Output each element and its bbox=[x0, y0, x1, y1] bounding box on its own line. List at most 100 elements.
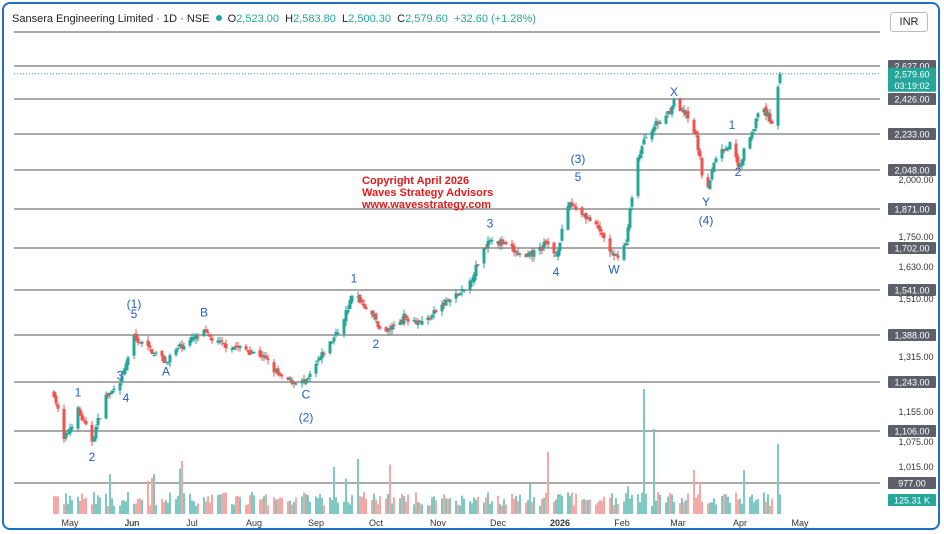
symbol-header: Sansera Engineering Limited · 1D · NSE O… bbox=[12, 13, 536, 25]
candle-body bbox=[720, 148, 724, 159]
volume-bar bbox=[499, 504, 501, 514]
volume-bar bbox=[597, 502, 599, 514]
candle-body bbox=[122, 369, 126, 375]
volume-bar bbox=[195, 505, 197, 514]
candle-body bbox=[630, 197, 634, 207]
volume-bar bbox=[679, 503, 681, 514]
volume-bar bbox=[475, 499, 477, 514]
volume-bar bbox=[533, 497, 535, 514]
volume-bar bbox=[417, 502, 419, 514]
candle-body bbox=[404, 315, 408, 318]
candle-body bbox=[628, 208, 632, 228]
volume-bar bbox=[97, 495, 99, 514]
level-tag-label: 2,426.00 bbox=[894, 95, 929, 105]
volume-bar bbox=[681, 498, 683, 514]
candle-body bbox=[290, 379, 294, 384]
volume-bar bbox=[141, 499, 143, 514]
candle-body bbox=[272, 362, 276, 373]
volume-bar bbox=[319, 493, 321, 514]
wave-label: W bbox=[608, 262, 620, 276]
candle-body bbox=[132, 334, 136, 356]
volume-bar bbox=[293, 502, 295, 514]
level-tag bbox=[888, 242, 936, 254]
candle-body bbox=[76, 407, 80, 429]
volume-bar bbox=[175, 499, 177, 514]
candle-body bbox=[126, 357, 130, 366]
candle-body bbox=[668, 111, 672, 113]
volume-bar bbox=[235, 496, 237, 514]
volume-bar bbox=[631, 494, 633, 514]
volume-bar bbox=[343, 501, 345, 514]
symbol-title: Sansera Engineering Limited · 1D · NSE bbox=[12, 13, 210, 25]
volume-bar bbox=[253, 495, 255, 514]
volume-bar bbox=[315, 496, 317, 514]
volume-bar bbox=[371, 499, 373, 514]
volume-bar bbox=[601, 500, 603, 514]
candle-body bbox=[458, 293, 462, 296]
volume-bar bbox=[203, 497, 205, 514]
volume-bar bbox=[575, 493, 577, 514]
candle-body bbox=[512, 245, 516, 253]
candle-body bbox=[602, 232, 606, 239]
volume-bar bbox=[67, 503, 69, 514]
volume-bar bbox=[211, 494, 213, 514]
wave-label: (3) bbox=[571, 152, 586, 166]
candle-body bbox=[80, 414, 84, 421]
wave-label: 4 bbox=[123, 391, 130, 405]
wave-label: (4) bbox=[699, 213, 714, 227]
volume-bar bbox=[753, 502, 755, 514]
volume-bar bbox=[95, 504, 97, 514]
candle-body bbox=[496, 241, 500, 244]
candle-body bbox=[708, 180, 712, 189]
volume-bar bbox=[461, 495, 463, 514]
x-tick-label: Dec bbox=[490, 518, 507, 528]
volume-bar bbox=[155, 505, 157, 514]
candle-body bbox=[330, 341, 334, 343]
candle-body bbox=[54, 395, 58, 404]
candle-body bbox=[472, 274, 476, 283]
volume-bar bbox=[485, 497, 487, 514]
candle-body bbox=[582, 214, 586, 216]
candle-body bbox=[498, 240, 502, 246]
candle-body bbox=[432, 309, 436, 315]
volume-bar bbox=[779, 494, 781, 514]
level-tag bbox=[888, 376, 936, 388]
candle-body bbox=[192, 337, 196, 339]
candle-body bbox=[442, 302, 446, 306]
volume-bar bbox=[545, 492, 547, 514]
candle-body bbox=[428, 318, 432, 320]
volume-tag bbox=[888, 494, 936, 506]
candle-body bbox=[642, 139, 646, 145]
candle-body bbox=[538, 246, 542, 251]
candle-body bbox=[362, 303, 366, 307]
candle-body bbox=[710, 170, 714, 180]
candle-body bbox=[766, 112, 770, 117]
candle-body bbox=[62, 408, 66, 439]
candle-body bbox=[462, 290, 466, 292]
volume-bar bbox=[497, 495, 499, 514]
open-label: O bbox=[227, 13, 237, 25]
volume-bar bbox=[137, 498, 139, 514]
wave-label: B bbox=[200, 306, 208, 320]
volume-bar bbox=[653, 429, 655, 514]
volume-bar bbox=[765, 501, 767, 514]
candle-body bbox=[400, 319, 404, 323]
volume-bar bbox=[539, 505, 541, 514]
currency-button[interactable]: INR bbox=[890, 12, 928, 32]
candle-body bbox=[302, 379, 306, 382]
volume-bar bbox=[581, 500, 583, 514]
volume-bar bbox=[695, 497, 697, 514]
candle-body bbox=[644, 137, 648, 139]
volume-bar bbox=[415, 492, 417, 514]
volume-bar bbox=[587, 499, 589, 514]
candle-body bbox=[738, 164, 742, 168]
volume-bar bbox=[331, 499, 333, 514]
candle-body bbox=[174, 349, 178, 355]
candle-body bbox=[752, 129, 756, 132]
candle-body bbox=[98, 418, 102, 420]
y-tick-label: 2,000.00 bbox=[898, 175, 933, 185]
candle-body bbox=[378, 326, 382, 329]
level-tag-label: 2,627.00 bbox=[894, 62, 929, 72]
volume-bar bbox=[329, 497, 331, 514]
